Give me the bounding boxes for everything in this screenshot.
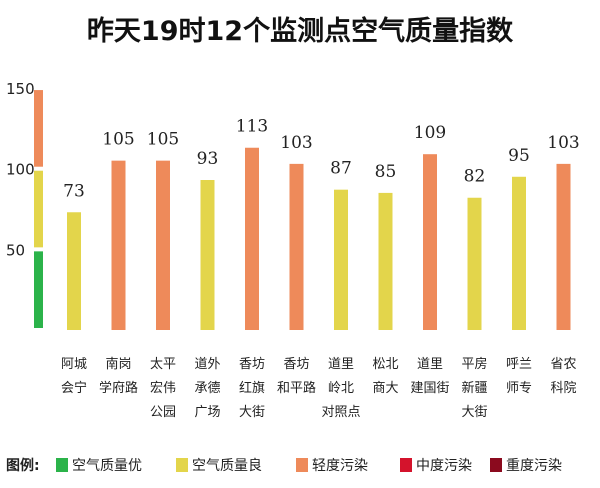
category-label-line: 师专 <box>506 381 532 396</box>
legend-swatch <box>400 458 412 472</box>
bar <box>200 180 215 330</box>
category-label: 香坊和平路 <box>277 357 316 396</box>
category-label-line: 阿城 <box>61 357 87 372</box>
data-label: 105 <box>147 130 179 150</box>
category-label-line: 岭北 <box>328 381 354 396</box>
category-label-line: 学府路 <box>99 380 138 396</box>
category-label: 呼兰师专 <box>506 357 532 396</box>
legend-title: 图例: <box>6 457 40 474</box>
category-label-line: 太平 <box>150 357 176 372</box>
category-label-line: 香坊 <box>283 357 309 372</box>
category-label-line: 红旗 <box>239 380 265 396</box>
category-label-line: 宏伟 <box>150 381 176 396</box>
data-label: 113 <box>236 117 268 137</box>
scale-band-1 <box>34 170 43 248</box>
y-tick-label: 150 <box>6 80 35 98</box>
category-label-line: 平房 <box>461 356 487 372</box>
category-label-line: 道里 <box>417 357 443 372</box>
scale-band-0 <box>34 251 43 328</box>
data-label: 105 <box>102 130 134 150</box>
category-label: 阿城会宁 <box>61 357 87 396</box>
category-label: 香坊红旗大街 <box>239 357 265 420</box>
data-label: 82 <box>464 167 486 187</box>
legend-swatch <box>490 458 502 472</box>
data-label: 85 <box>375 162 397 182</box>
category-labels: 阿城会宁南岗学府路太平宏伟公园道外承德广场香坊红旗大街香坊和平路道里岭北对照点松… <box>61 356 577 420</box>
category-label-line: 大街 <box>461 405 487 420</box>
legend-label: 空气质量优 <box>72 458 142 474</box>
category-label: 省农科院 <box>550 357 576 396</box>
category-label-line: 道外 <box>194 357 220 372</box>
category-label-line: 公园 <box>150 405 176 420</box>
bar <box>378 192 393 330</box>
data-label: 93 <box>197 149 219 169</box>
bar <box>245 147 259 330</box>
chart-title: 昨天19时12个监测点空气质量指数 <box>87 15 514 47</box>
category-label-line: 新疆 <box>461 380 487 396</box>
category-label: 松北商大 <box>372 357 398 396</box>
category-label-line: 会宁 <box>61 380 87 396</box>
category-label-line: 大街 <box>239 405 265 420</box>
data-label: 95 <box>508 146 530 166</box>
category-label-line: 省农 <box>550 357 576 372</box>
scale-band-2 <box>34 90 43 167</box>
legend-label: 中度污染 <box>416 458 472 474</box>
y-scale: 50 100 150 <box>6 80 43 328</box>
category-label: 道里岭北对照点 <box>321 357 360 420</box>
category-label-line: 香坊 <box>239 357 265 372</box>
legend-label: 空气质量良 <box>192 458 262 474</box>
bar <box>334 189 348 330</box>
legend: 图例: 空气质量优 空气质量良 轻度污染 中度污染 重度污染 <box>6 457 562 474</box>
legend-label: 轻度污染 <box>312 458 368 474</box>
category-label-line: 松北 <box>372 357 398 372</box>
data-label: 103 <box>547 133 579 153</box>
category-label: 南岗学府路 <box>99 356 138 396</box>
category-label-line: 道里 <box>328 357 354 372</box>
category-label-line: 商大 <box>372 381 398 396</box>
bar <box>67 212 81 330</box>
category-label-line: 南岗 <box>105 356 131 372</box>
category-label-line: 承德 <box>194 381 220 396</box>
data-label: 109 <box>414 123 446 143</box>
bar <box>423 154 437 330</box>
category-label: 道里建国街 <box>410 357 449 396</box>
y-tick-label: 100 <box>6 161 35 179</box>
bar <box>111 160 126 330</box>
bar <box>156 160 170 330</box>
category-label-line: 广场 <box>194 405 220 420</box>
y-tick-label: 50 <box>6 241 25 259</box>
legend-swatch <box>176 458 188 472</box>
category-label-line: 呼兰 <box>506 357 532 372</box>
legend-swatch <box>296 458 308 472</box>
category-label: 道外承德广场 <box>194 357 220 420</box>
data-label: 103 <box>280 133 312 153</box>
category-label: 平房新疆大街 <box>461 356 487 420</box>
category-label-line: 和平路 <box>277 380 316 396</box>
bar <box>512 176 526 330</box>
legend-swatch <box>56 458 68 472</box>
category-label-line: 对照点 <box>321 405 360 420</box>
legend-label: 重度污染 <box>506 458 562 474</box>
category-label: 太平宏伟公园 <box>150 357 176 420</box>
bar <box>289 163 304 330</box>
data-label: 73 <box>63 181 85 201</box>
data-label: 87 <box>330 159 352 179</box>
category-label-line: 科院 <box>550 381 576 396</box>
bar <box>467 197 482 330</box>
bars: 73 105 105 93 113 103 87 85 109 82 95 103 <box>63 117 580 330</box>
bar <box>556 163 571 330</box>
category-label-line: 建国街 <box>410 381 449 396</box>
